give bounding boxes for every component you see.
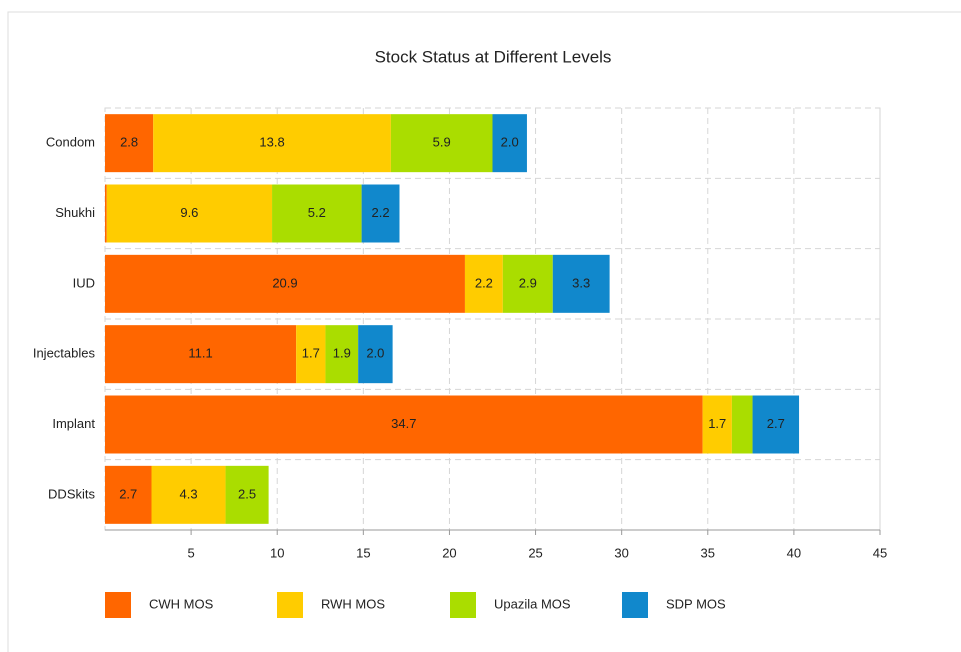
bar-segment bbox=[502, 254, 553, 313]
x-tick-label: 35 bbox=[701, 545, 715, 560]
legend-swatch bbox=[105, 592, 131, 618]
data-label: 2.0 bbox=[366, 346, 384, 361]
bar-segment bbox=[464, 254, 503, 313]
x-tick-label: 10 bbox=[270, 545, 284, 560]
bar-segment bbox=[153, 114, 391, 173]
legend-label: RWH MOS bbox=[321, 596, 385, 611]
bar-segment bbox=[390, 114, 493, 173]
data-label: 2.0 bbox=[501, 135, 519, 150]
bar-segment bbox=[105, 114, 154, 173]
legend-swatch bbox=[450, 592, 476, 618]
legend-label: Upazila MOS bbox=[494, 596, 571, 611]
data-label: 2.2 bbox=[475, 275, 493, 290]
x-tick-label: 45 bbox=[873, 545, 887, 560]
x-tick-label: 5 bbox=[187, 545, 194, 560]
legend-label: SDP MOS bbox=[666, 596, 726, 611]
data-label: 3.3 bbox=[572, 275, 590, 290]
data-label: 2.9 bbox=[519, 275, 537, 290]
bar-segment bbox=[106, 184, 273, 243]
data-label: 20.9 bbox=[272, 275, 297, 290]
legend-swatch bbox=[622, 592, 648, 618]
data-label: 1.7 bbox=[302, 346, 320, 361]
y-tick-label: IUD bbox=[73, 275, 95, 290]
bar-segment bbox=[105, 465, 152, 524]
bar-segment bbox=[358, 325, 393, 384]
data-label: 4.3 bbox=[179, 486, 197, 501]
chart-title: Stock Status at Different Levels bbox=[375, 47, 612, 66]
data-label: 1.9 bbox=[333, 346, 351, 361]
y-tick-label: DDSkits bbox=[48, 486, 95, 501]
y-tick-label: Shukhi bbox=[55, 205, 95, 220]
bar-segment bbox=[105, 395, 703, 454]
bar-segment bbox=[492, 114, 527, 173]
data-label: 13.8 bbox=[259, 135, 284, 150]
data-label: 2.7 bbox=[767, 416, 785, 431]
bar-segment bbox=[272, 184, 362, 243]
bar-segment bbox=[105, 184, 107, 243]
bar-segment bbox=[702, 395, 732, 454]
data-label: 2.5 bbox=[238, 486, 256, 501]
x-tick-label: 20 bbox=[442, 545, 456, 560]
data-label: 5.9 bbox=[433, 135, 451, 150]
y-tick-label: Injectables bbox=[33, 346, 96, 361]
data-label: 2.8 bbox=[120, 135, 138, 150]
bar-segment bbox=[105, 254, 465, 313]
y-tick-label: Condom bbox=[46, 135, 95, 150]
data-label: 11.1 bbox=[188, 346, 212, 361]
bar-segment bbox=[361, 184, 400, 243]
legend-label: CWH MOS bbox=[149, 596, 214, 611]
data-label: 2.2 bbox=[372, 205, 390, 220]
y-tick-label: Implant bbox=[52, 416, 95, 431]
x-tick-label: 30 bbox=[614, 545, 628, 560]
bar-segment bbox=[105, 325, 297, 384]
x-tick-label: 40 bbox=[787, 545, 801, 560]
data-label: 34.7 bbox=[391, 416, 416, 431]
bar-segment bbox=[225, 465, 269, 524]
bar-segment bbox=[296, 325, 326, 384]
bar-segment bbox=[151, 465, 226, 524]
bar-segment bbox=[325, 325, 359, 384]
bar-segment bbox=[752, 395, 800, 454]
data-label: 5.2 bbox=[308, 205, 326, 220]
data-label: 2.7 bbox=[119, 486, 137, 501]
x-tick-label: 15 bbox=[356, 545, 370, 560]
data-label: 1.7 bbox=[708, 416, 726, 431]
data-label: 9.6 bbox=[180, 205, 198, 220]
legend-swatch bbox=[277, 592, 303, 618]
bar-segment bbox=[731, 395, 753, 454]
bar-segment bbox=[552, 254, 610, 313]
x-tick-label: 25 bbox=[528, 545, 542, 560]
